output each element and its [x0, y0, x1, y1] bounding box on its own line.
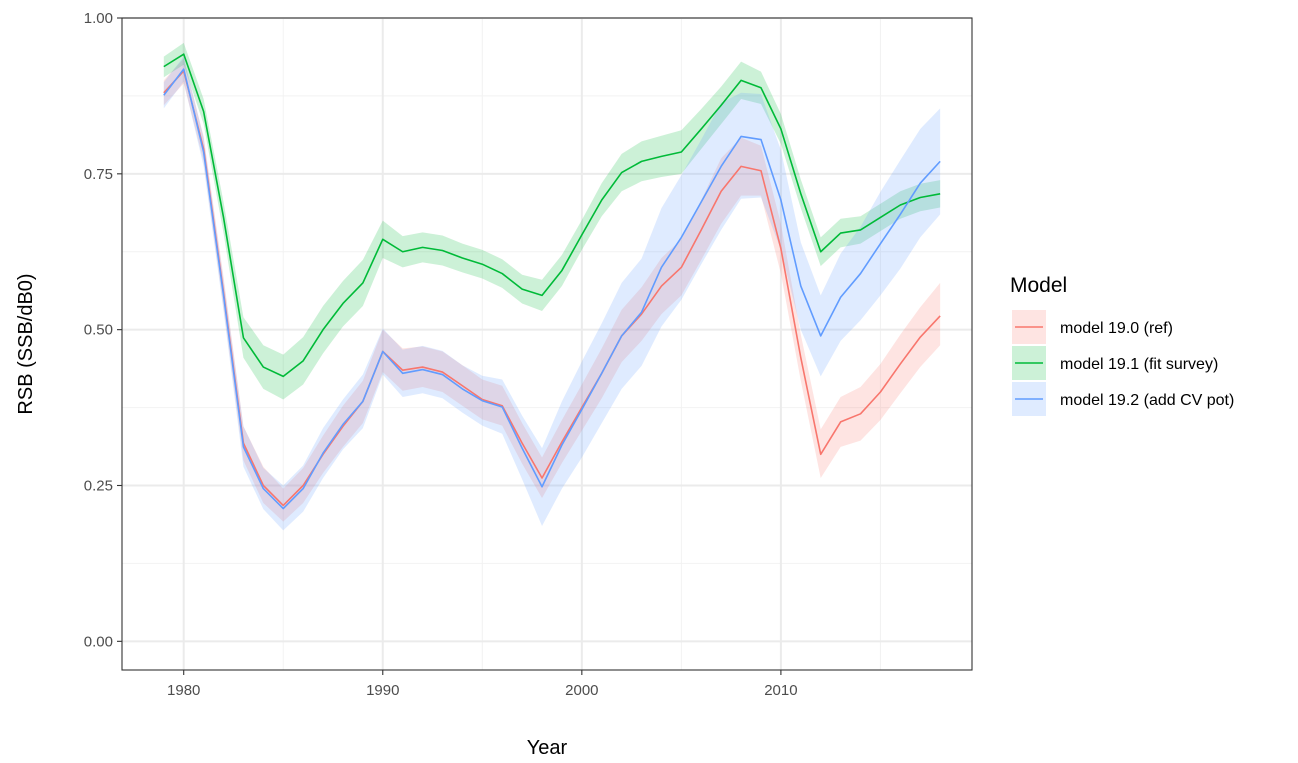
x-tick-label: 2010	[764, 682, 797, 699]
series-line-1	[163, 53, 941, 378]
y-tick-label: 0.00	[84, 633, 113, 650]
x-tick-label: 2000	[565, 682, 598, 699]
y-tick-label: 0.75	[84, 166, 113, 183]
x-tick-label: 1980	[167, 682, 200, 699]
confidence-band-series-2	[163, 56, 941, 531]
x-tick-label: 1990	[366, 682, 399, 699]
y-axis: 0.00 0.25 0.50 0.75 1.00	[84, 10, 122, 650]
confidence-bands	[163, 42, 941, 531]
series-line-2	[163, 68, 941, 510]
y-tick-label: 0.25	[84, 477, 113, 494]
x-axis: 1980 1990 2000 2010	[167, 670, 798, 699]
confidence-band-series-0	[163, 58, 941, 522]
y-tick-label: 0.50	[84, 322, 113, 339]
y-axis-title: RSB (SSB/dB0)	[15, 273, 37, 414]
plot-panel-border	[121, 17, 973, 671]
minor-gridlines	[122, 18, 972, 670]
series-lines	[163, 53, 941, 510]
x-axis-title: Year	[527, 737, 568, 759]
legend-title: Model	[1010, 274, 1067, 297]
series-line-0	[163, 70, 941, 507]
y-tick-label: 1.00	[84, 10, 113, 27]
legend-label: model 19.1 (fit survey)	[1060, 356, 1218, 373]
major-gridlines	[122, 17, 972, 670]
confidence-band-series-1	[163, 42, 941, 400]
legend-label: model 19.0 (ref)	[1060, 320, 1173, 337]
legend: Model model 19.0 (ref) model 19.1 (fit su…	[1010, 274, 1234, 416]
legend-label: model 19.2 (add CV pot)	[1060, 392, 1234, 409]
